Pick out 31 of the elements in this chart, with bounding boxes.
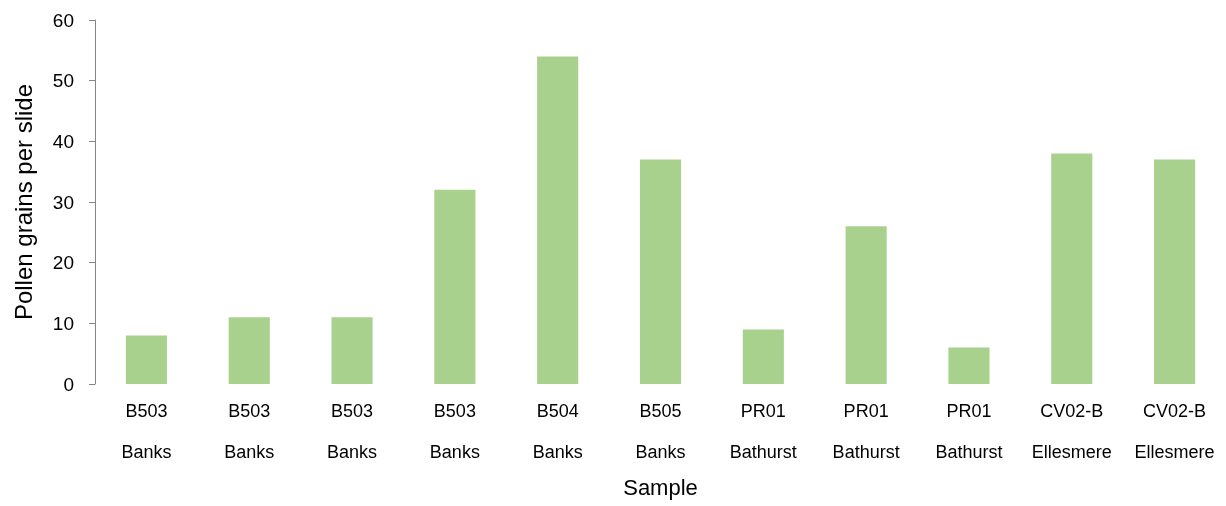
y-tick-label: 10 bbox=[52, 312, 74, 334]
bar bbox=[1154, 159, 1196, 384]
bar bbox=[228, 317, 270, 384]
bar bbox=[434, 189, 476, 384]
bar bbox=[948, 347, 990, 384]
x-tick-label: CV02-B Ellesmere bbox=[1031, 400, 1112, 462]
x-tick-label: B505 Banks bbox=[635, 400, 686, 462]
bar bbox=[1051, 153, 1093, 384]
bar bbox=[331, 317, 373, 384]
x-tick-label: CV02-B Ellesmere bbox=[1134, 400, 1215, 462]
bar bbox=[845, 226, 887, 384]
bar bbox=[537, 56, 579, 384]
y-tick-label: 0 bbox=[63, 373, 74, 395]
x-tick-label: B503 Banks bbox=[429, 400, 480, 462]
bar bbox=[639, 159, 682, 384]
x-tick-label: B503 Banks bbox=[327, 400, 378, 462]
y-axis-title: Pollen grains per slide bbox=[9, 83, 37, 321]
x-axis-title: Sample bbox=[623, 475, 698, 501]
bar bbox=[125, 335, 167, 384]
y-tick-label: 30 bbox=[52, 191, 74, 213]
y-tick-label: 20 bbox=[52, 252, 74, 274]
y-tick-label: 40 bbox=[52, 130, 74, 152]
x-tick-label: PR01 Bathurst bbox=[832, 400, 900, 462]
x-tick-label: B503 Banks bbox=[121, 400, 172, 462]
x-tick-label: B503 Banks bbox=[224, 400, 275, 462]
y-tick-label: 50 bbox=[52, 70, 74, 92]
x-tick-label: B504 Banks bbox=[532, 400, 583, 462]
x-tick-label: PR01 Bathurst bbox=[935, 400, 1003, 462]
bar bbox=[742, 329, 784, 384]
y-tick-label: 60 bbox=[52, 9, 74, 31]
x-tick-label: PR01 Bathurst bbox=[729, 400, 797, 462]
